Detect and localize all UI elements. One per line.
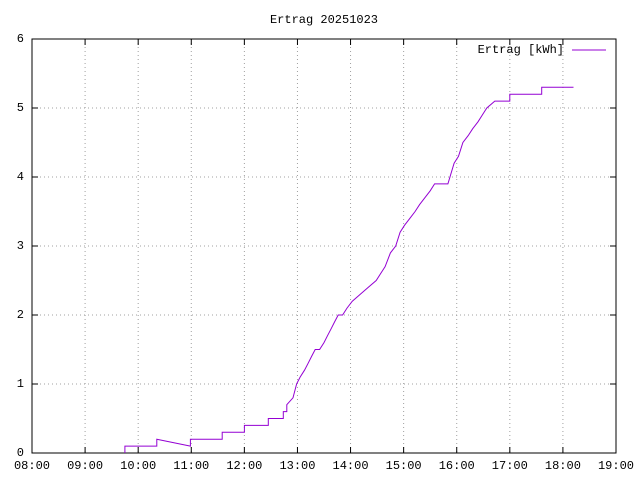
x-tick-label: 13:00: [279, 459, 315, 473]
y-tick-label: 0: [17, 446, 24, 460]
x-tick-label: 15:00: [386, 459, 422, 473]
x-tick-label: 08:00: [14, 459, 50, 473]
x-tick-label: 16:00: [439, 459, 475, 473]
x-tick-label: 11:00: [173, 459, 209, 473]
x-tick-label: 14:00: [333, 459, 369, 473]
x-tick-label: 12:00: [226, 459, 262, 473]
chart-title: Ertrag 20251023: [270, 13, 378, 27]
y-tick-label: 3: [17, 239, 24, 253]
y-tick-label: 2: [17, 308, 24, 322]
y-tick-label: 6: [17, 32, 24, 46]
x-tick-label: 10:00: [120, 459, 156, 473]
data-line: [124, 86, 574, 453]
y-tick-label: 5: [17, 101, 24, 115]
legend-label: Ertrag [kWh]: [478, 43, 564, 57]
y-tick-label: 1: [17, 377, 24, 391]
x-tick-label: 09:00: [67, 459, 103, 473]
x-tick-label: 17:00: [492, 459, 528, 473]
y-tick-label: 4: [17, 170, 24, 184]
x-tick-label: 18:00: [545, 459, 581, 473]
plot-frame: [31, 38, 617, 454]
x-tick-label: 19:00: [598, 459, 634, 473]
